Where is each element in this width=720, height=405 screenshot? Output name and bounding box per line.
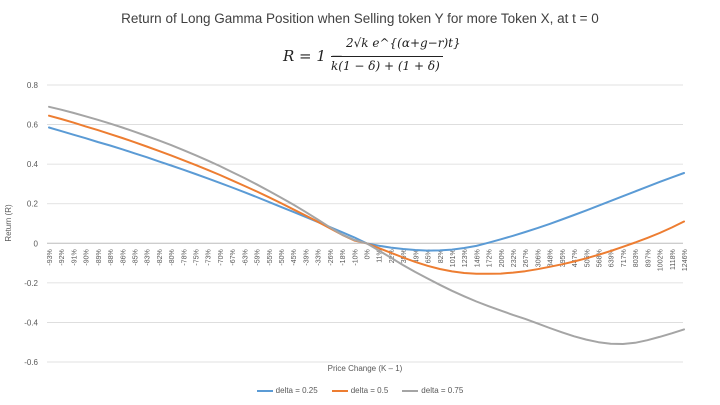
x-tick-label: 172% (487, 249, 494, 267)
x-tick-label: 101% (450, 249, 457, 267)
x-tick-label: 123% (462, 249, 469, 267)
y-tick-label: 0 (34, 239, 39, 248)
y-tick-label: -0.2 (24, 279, 38, 288)
x-tick-label: -10% (352, 249, 359, 265)
legend-label: delta = 0.25 (275, 386, 318, 395)
x-tick-label: -90% (84, 249, 91, 265)
x-tick-label: 65% (426, 249, 433, 263)
legend-swatch (256, 389, 273, 392)
x-tick-label: -93% (47, 249, 54, 265)
y-tick-label: -0.6 (24, 358, 38, 367)
x-tick-label: 803% (633, 249, 640, 267)
formula: R = 1 − 2√k e^{(α+g−r)t} k(1 − δ) + (1 +… (283, 36, 461, 76)
chart-title: Return of Long Gamma Position when Selli… (121, 11, 599, 26)
series-line-delta-0-75 (48, 105, 685, 345)
legend-item: delta = 0.5 (331, 386, 389, 395)
x-tick-label: 568% (597, 249, 604, 267)
formula-fraction-bar (331, 56, 443, 57)
y-tick-label: 0.2 (27, 200, 39, 209)
x-tick-label: 348% (548, 249, 555, 267)
formula-lhs: R = 1 − (283, 47, 344, 65)
x-tick-label: -33% (316, 249, 323, 265)
x-tick-label: 146% (474, 249, 481, 267)
legend-item: delta = 0.75 (402, 386, 463, 395)
y-axis-title: Return (R) (4, 204, 13, 242)
x-tick-label: 11% (377, 249, 384, 262)
legend: delta = 0.25 delta = 0.5 delta = 0.75 (0, 386, 720, 395)
x-tick-label: -85% (132, 249, 139, 265)
x-tick-label: 717% (621, 249, 628, 267)
legend-item: delta = 0.25 (256, 386, 318, 395)
x-tick-label: 267% (523, 249, 530, 267)
y-tick-label: -0.4 (24, 318, 38, 327)
x-tick-label: 1002% (658, 249, 665, 271)
x-tick-label: 639% (609, 249, 616, 267)
x-tick-label: 0% (365, 249, 372, 259)
legend-label: delta = 0.75 (421, 386, 464, 395)
x-tick-label: -89% (96, 249, 103, 265)
x-tick-label: 200% (499, 249, 506, 267)
x-tick-label: 1246% (682, 249, 689, 271)
x-tick-label: -59% (255, 249, 262, 265)
x-tick-label: -70% (218, 249, 225, 265)
x-tick-label: -45% (291, 249, 298, 265)
y-tick-label: 0.4 (27, 160, 39, 169)
legend-swatch (402, 389, 419, 392)
x-tick-label: 35% (401, 249, 408, 263)
x-tick-label: 232% (511, 249, 518, 267)
x-tick-label: 897% (645, 249, 652, 267)
x-tick-label: -86% (120, 249, 127, 265)
x-tick-label: -82% (157, 249, 164, 265)
x-tick-label: 22% (389, 249, 396, 263)
x-tick-label: -26% (328, 249, 335, 265)
x-tick-label: -78% (181, 249, 188, 265)
x-tick-label: -67% (230, 249, 237, 265)
x-axis-title: Price Change (K – 1) (328, 364, 403, 373)
x-tick-label: -91% (71, 249, 78, 265)
x-tick-label: -55% (267, 249, 274, 265)
x-tick-label: -50% (279, 249, 286, 265)
x-tick-label: -18% (340, 249, 347, 265)
x-tick-label: -88% (108, 249, 115, 265)
x-tick-label: 395% (560, 249, 567, 267)
x-tick-label: -63% (242, 249, 249, 265)
legend-label: delta = 0.5 (350, 386, 389, 395)
formula-numerator: 2√k e^{(α+g−r)t} (346, 36, 461, 50)
x-tick-label: 447% (572, 249, 579, 267)
x-tick-label: -83% (145, 249, 152, 265)
x-tick-label: 1118% (670, 249, 677, 270)
legend-swatch (331, 389, 348, 392)
formula-denominator: k(1 − δ) + (1 + δ) (331, 59, 440, 73)
x-tick-label: 306% (535, 249, 542, 267)
x-tick-label: -39% (303, 249, 310, 265)
x-tick-label: -92% (59, 249, 66, 265)
x-tick-label: -73% (206, 249, 213, 265)
y-tick-label: 0.6 (27, 121, 39, 130)
x-tick-label: 82% (438, 249, 445, 263)
x-tick-label: -75% (194, 249, 201, 265)
x-tick-label: 49% (413, 249, 420, 263)
x-tick-label: -80% (169, 249, 176, 265)
y-tick-label: 0.8 (27, 81, 39, 90)
